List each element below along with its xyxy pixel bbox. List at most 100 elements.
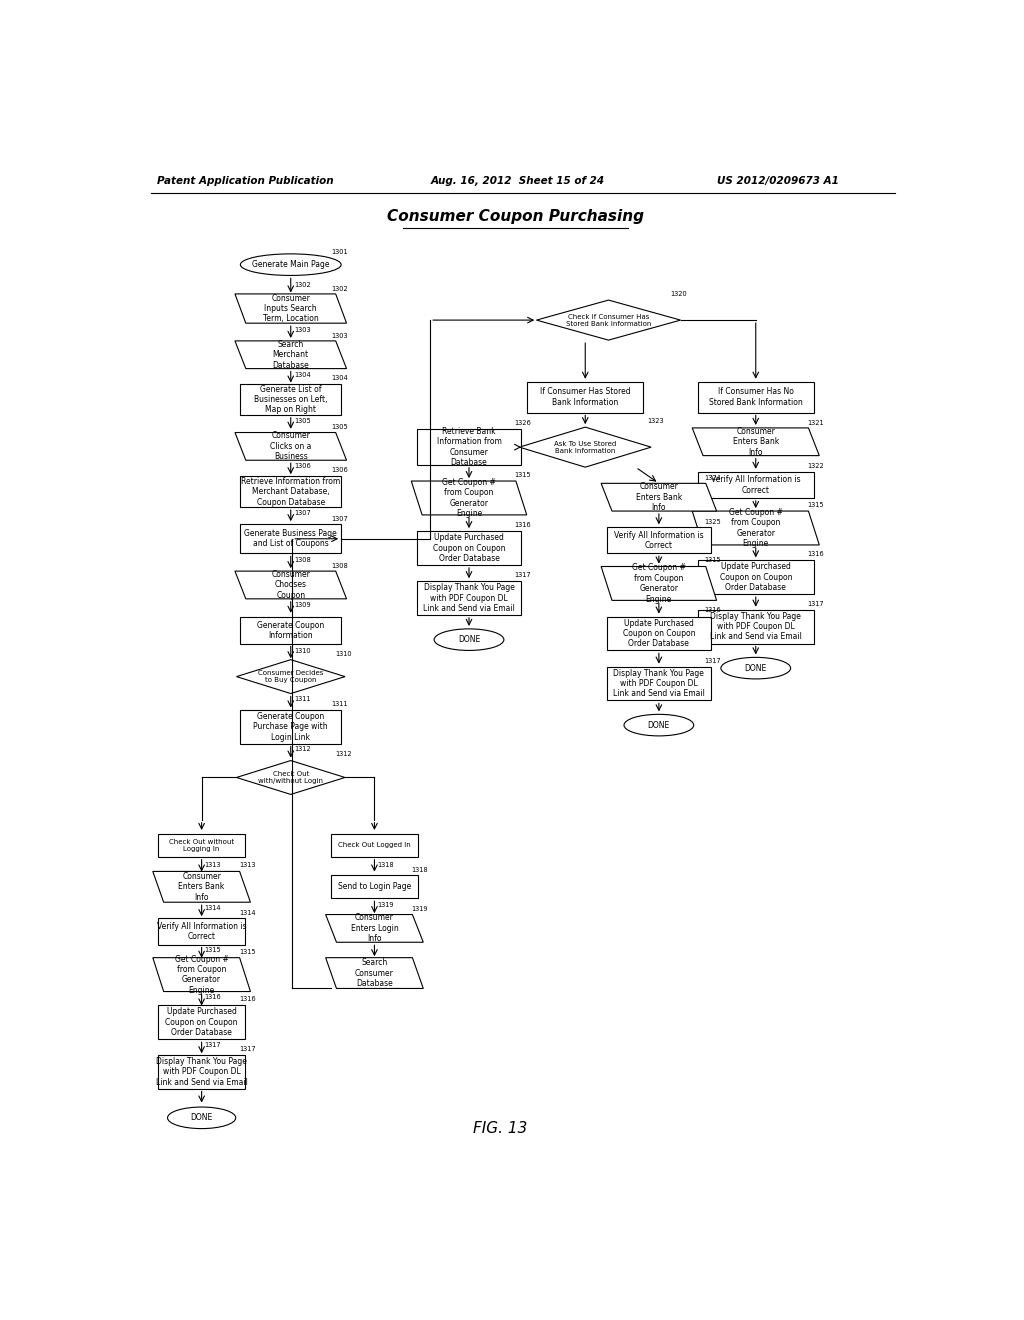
Text: 1316: 1316	[514, 521, 530, 528]
Text: Consumer
Chooses
Coupon: Consumer Chooses Coupon	[271, 570, 310, 599]
Text: DONE: DONE	[458, 635, 480, 644]
FancyBboxPatch shape	[331, 834, 418, 857]
Text: 1326: 1326	[514, 420, 530, 425]
Polygon shape	[519, 428, 651, 467]
Polygon shape	[412, 480, 526, 515]
Text: Check if Consumer Has
Stored Bank Information: Check if Consumer Has Stored Bank Inform…	[566, 314, 651, 326]
FancyBboxPatch shape	[159, 919, 245, 945]
Text: 1319: 1319	[412, 907, 428, 912]
Ellipse shape	[241, 253, 341, 276]
Text: 1304: 1304	[331, 375, 348, 381]
Polygon shape	[234, 294, 346, 323]
Text: Verify All Information is
Correct: Verify All Information is Correct	[614, 531, 703, 550]
Text: Update Purchased
Coupon on Coupon
Order Database: Update Purchased Coupon on Coupon Order …	[165, 1007, 238, 1038]
Text: 1307: 1307	[331, 516, 348, 521]
Text: 1302: 1302	[294, 281, 310, 288]
Ellipse shape	[721, 657, 791, 678]
Text: Consumer
Clicks on a
Business: Consumer Clicks on a Business	[270, 432, 311, 461]
Text: DONE: DONE	[744, 664, 767, 673]
Text: 1308: 1308	[294, 557, 310, 564]
Text: Get Coupon #
from Coupon
Generator
Engine: Get Coupon # from Coupon Generator Engin…	[729, 508, 782, 548]
Text: 1311: 1311	[294, 696, 310, 702]
Text: Consumer Coupon Purchasing: Consumer Coupon Purchasing	[387, 209, 644, 223]
Text: Consumer
Inputs Search
Term, Location: Consumer Inputs Search Term, Location	[263, 293, 318, 323]
Text: 1315: 1315	[703, 557, 721, 564]
FancyBboxPatch shape	[159, 1055, 245, 1089]
Text: 1322: 1322	[807, 463, 823, 470]
Polygon shape	[234, 341, 346, 368]
Text: Get Coupon #
from Coupon
Generator
Engine: Get Coupon # from Coupon Generator Engin…	[442, 478, 496, 517]
Text: 1311: 1311	[331, 701, 347, 706]
Text: 1307: 1307	[294, 511, 310, 516]
FancyBboxPatch shape	[159, 1006, 245, 1039]
Text: 1312: 1312	[294, 746, 310, 752]
Text: 1301: 1301	[331, 249, 348, 256]
Text: Generate Main Page: Generate Main Page	[252, 260, 330, 269]
Text: 1316: 1316	[703, 607, 721, 614]
FancyBboxPatch shape	[697, 610, 814, 644]
Text: Generate Coupon
Information: Generate Coupon Information	[257, 620, 325, 640]
Text: 1303: 1303	[294, 327, 310, 333]
Text: 1308: 1308	[331, 562, 348, 569]
Polygon shape	[153, 871, 251, 903]
Text: Get Coupon #
from Coupon
Generator
Engine: Get Coupon # from Coupon Generator Engin…	[175, 954, 228, 995]
Text: 1321: 1321	[807, 420, 823, 425]
Text: Update Purchased
Coupon on Coupon
Order Database: Update Purchased Coupon on Coupon Order …	[433, 533, 505, 562]
FancyBboxPatch shape	[527, 381, 643, 413]
Text: Generate Coupon
Purchase Page with
Login Link: Generate Coupon Purchase Page with Login…	[253, 711, 328, 742]
Text: 1310: 1310	[294, 648, 310, 653]
Text: 1315: 1315	[514, 473, 530, 478]
Text: DONE: DONE	[190, 1113, 213, 1122]
FancyBboxPatch shape	[697, 471, 814, 498]
Text: FIG. 13: FIG. 13	[473, 1121, 527, 1137]
Text: 1306: 1306	[331, 467, 348, 474]
Polygon shape	[153, 958, 251, 991]
Text: DONE: DONE	[648, 721, 670, 730]
Text: Display Thank You Page
with PDF Coupon DL
Link and Send via Email: Display Thank You Page with PDF Coupon D…	[613, 669, 705, 698]
FancyBboxPatch shape	[417, 531, 521, 565]
Text: Ask To Use Stored
Bank Information: Ask To Use Stored Bank Information	[554, 441, 616, 454]
Text: Consumer
Enters Bank
Info: Consumer Enters Bank Info	[732, 426, 779, 457]
Text: Consumer
Enters Login
Info: Consumer Enters Login Info	[350, 913, 398, 944]
Text: Search
Consumer
Database: Search Consumer Database	[355, 958, 394, 987]
FancyBboxPatch shape	[159, 834, 245, 857]
Text: 1316: 1316	[205, 994, 221, 1001]
Text: Generate Business Page
and List of Coupons: Generate Business Page and List of Coupo…	[245, 529, 337, 549]
FancyBboxPatch shape	[697, 561, 814, 594]
Polygon shape	[537, 300, 681, 341]
Text: 1315: 1315	[807, 502, 823, 508]
Text: Consumer
Enters Bank
Info: Consumer Enters Bank Info	[636, 482, 682, 512]
Text: Send to Login Page: Send to Login Page	[338, 882, 411, 891]
Text: 1319: 1319	[378, 903, 394, 908]
FancyBboxPatch shape	[606, 527, 712, 553]
Text: 1313: 1313	[239, 862, 255, 869]
Polygon shape	[692, 428, 819, 455]
Polygon shape	[601, 483, 717, 511]
Text: 1310: 1310	[336, 651, 352, 656]
FancyBboxPatch shape	[241, 710, 341, 743]
Text: 1317: 1317	[239, 1045, 255, 1052]
FancyBboxPatch shape	[417, 429, 521, 465]
Text: US 2012/0209673 A1: US 2012/0209673 A1	[717, 176, 839, 186]
Text: 1305: 1305	[294, 418, 310, 424]
Text: Aug. 16, 2012  Sheet 15 of 24: Aug. 16, 2012 Sheet 15 of 24	[430, 176, 604, 186]
Text: 1320: 1320	[671, 290, 687, 297]
Text: Update Purchased
Coupon on Coupon
Order Database: Update Purchased Coupon on Coupon Order …	[623, 619, 695, 648]
Text: Retrieve Bank
Information from
Consumer
Database: Retrieve Bank Information from Consumer …	[436, 428, 502, 467]
Polygon shape	[601, 566, 717, 601]
Text: 1317: 1317	[205, 1041, 221, 1048]
Text: 1316: 1316	[807, 552, 823, 557]
Text: 1314: 1314	[205, 906, 221, 911]
Text: 1317: 1317	[807, 601, 823, 607]
FancyBboxPatch shape	[606, 667, 712, 701]
FancyBboxPatch shape	[331, 875, 418, 899]
Text: Verify All Information is
Correct: Verify All Information is Correct	[157, 921, 247, 941]
Text: 1314: 1314	[239, 909, 255, 916]
Text: Check Out Logged In: Check Out Logged In	[338, 842, 411, 849]
Text: 1315: 1315	[239, 949, 255, 954]
Text: Display Thank You Page
with PDF Coupon DL
Link and Send via Email: Display Thank You Page with PDF Coupon D…	[423, 583, 515, 612]
Polygon shape	[692, 511, 819, 545]
Text: 1305: 1305	[331, 424, 348, 430]
Text: Verify All Information is
Correct: Verify All Information is Correct	[711, 475, 801, 495]
Text: Consumer Decides
to Buy Coupon: Consumer Decides to Buy Coupon	[258, 671, 324, 684]
